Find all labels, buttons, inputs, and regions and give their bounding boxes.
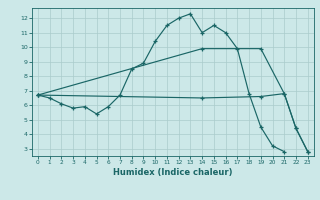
X-axis label: Humidex (Indice chaleur): Humidex (Indice chaleur)	[113, 168, 233, 177]
